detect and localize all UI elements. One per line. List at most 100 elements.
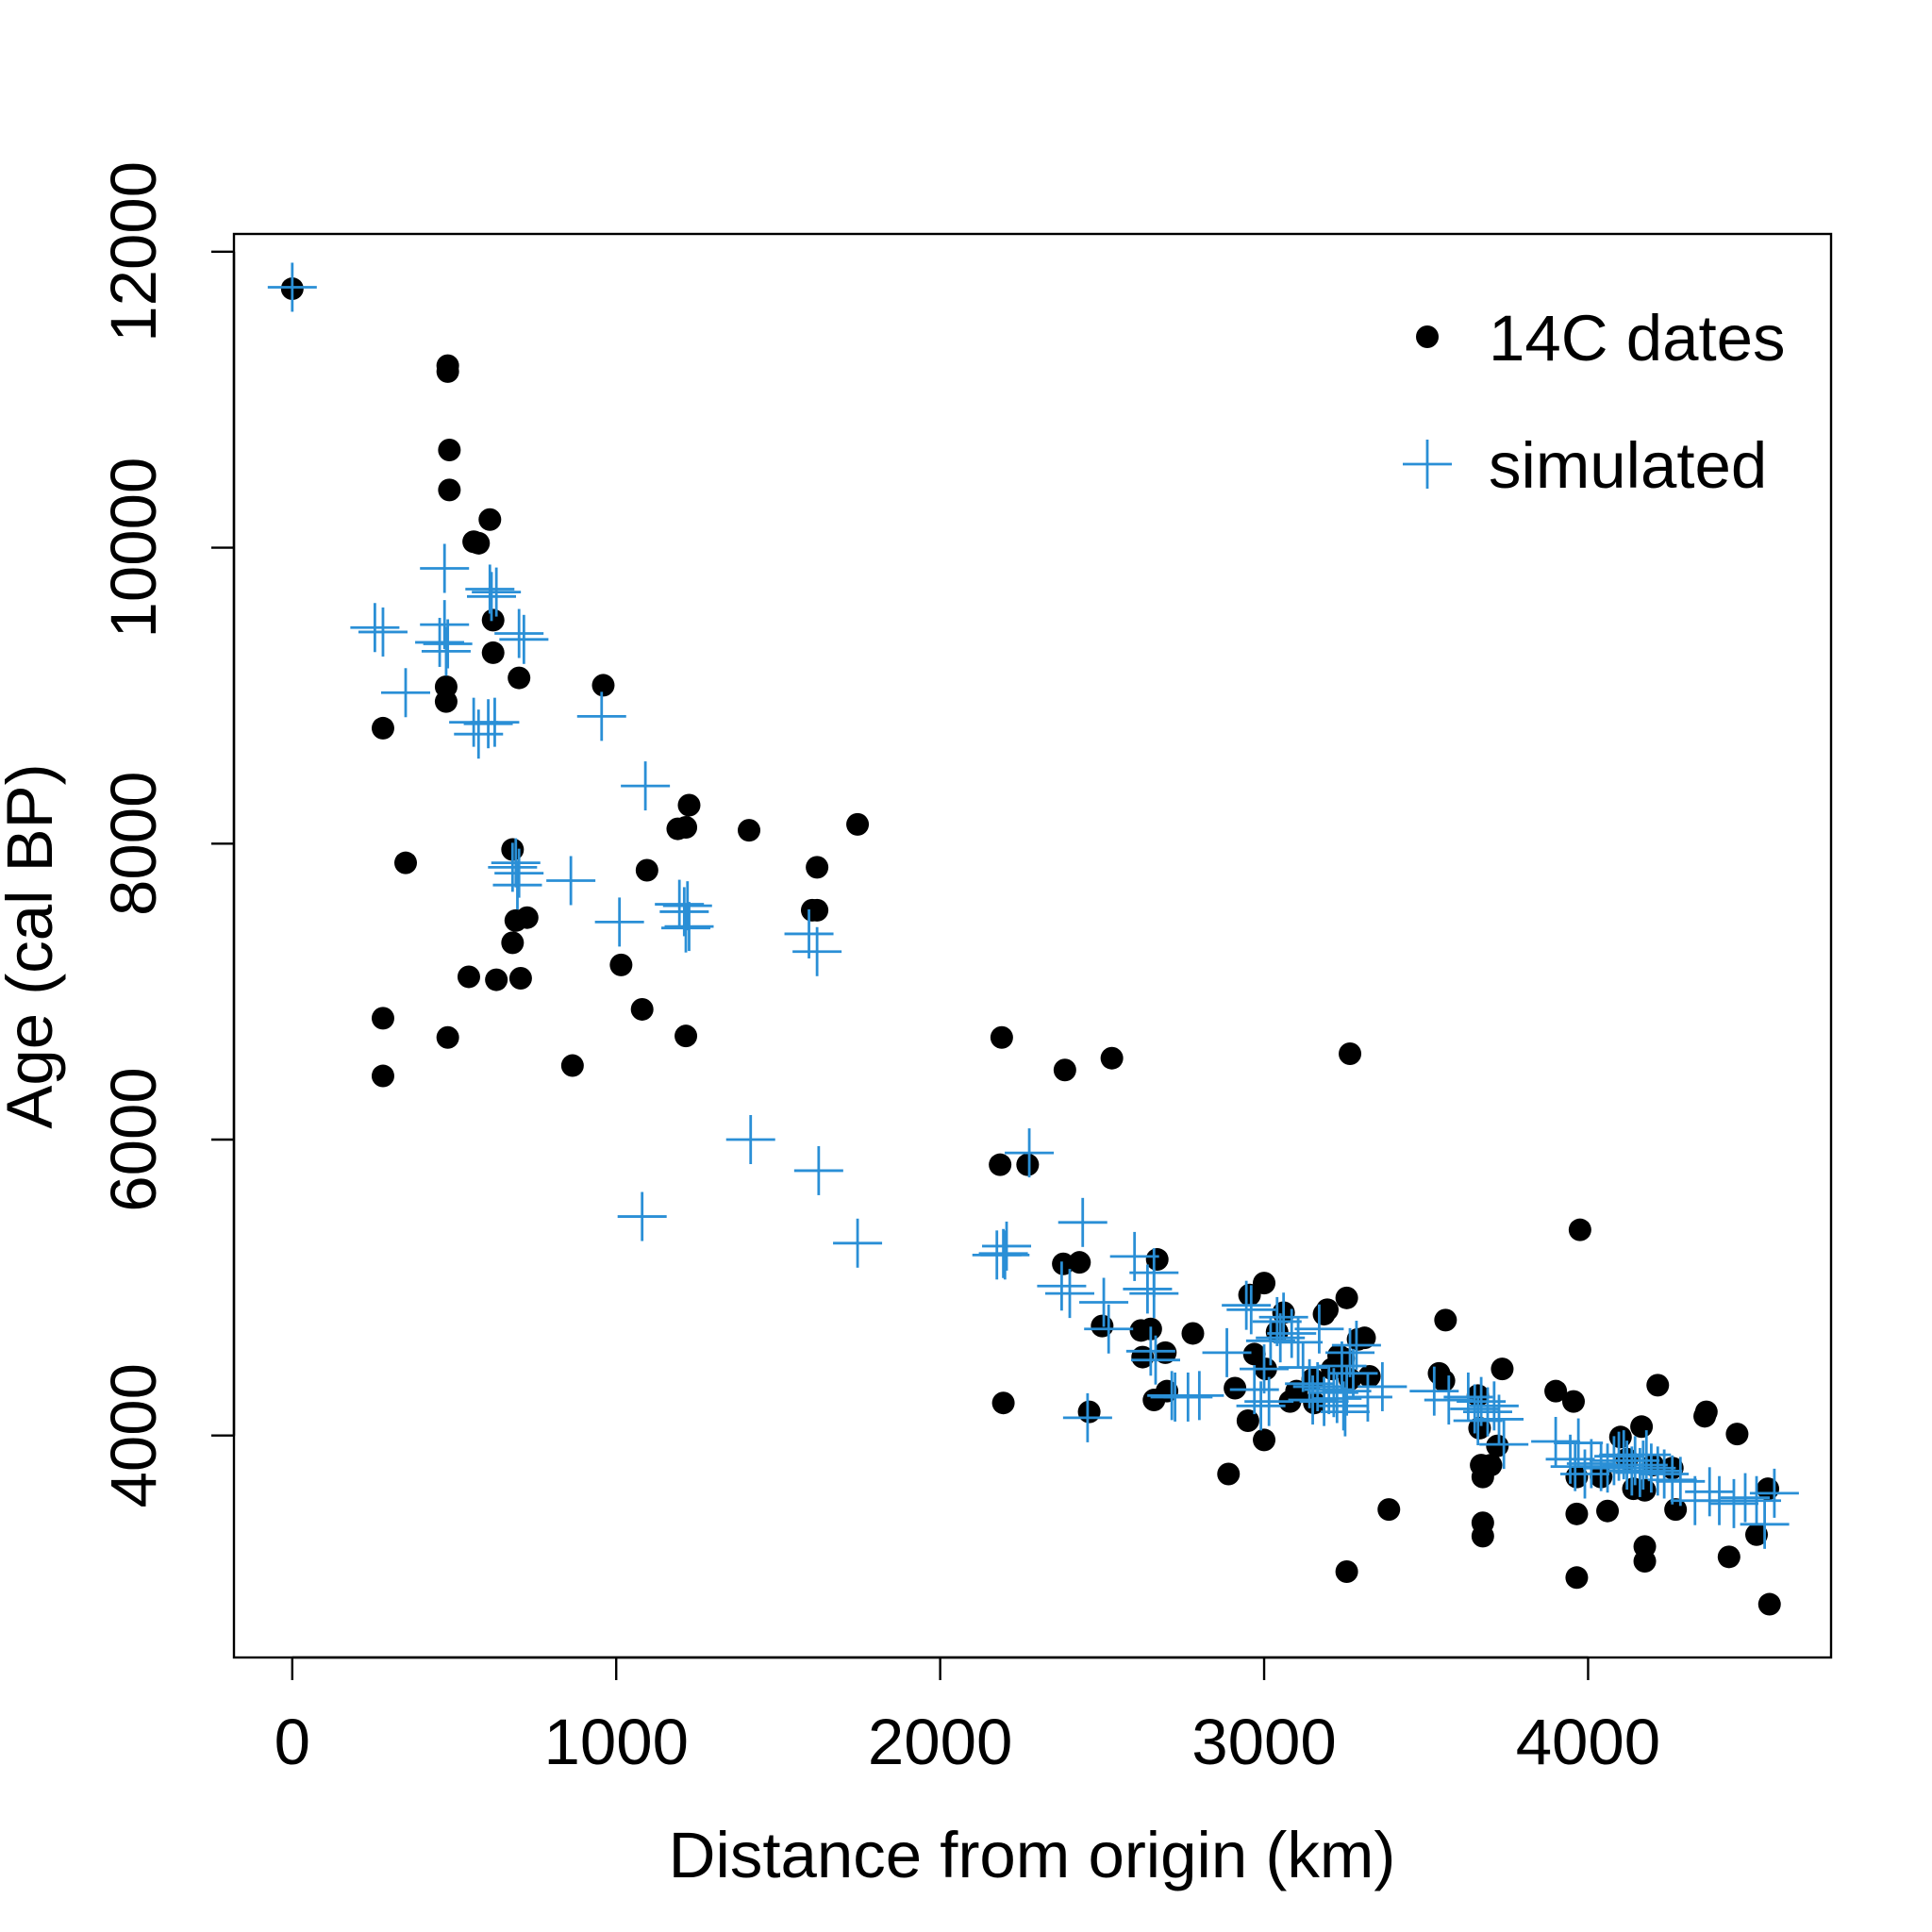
- data-point-14c: [508, 967, 532, 991]
- data-point-simulated: [1320, 1387, 1370, 1437]
- data-point-simulated: [1342, 1372, 1392, 1422]
- data-point-simulated: [621, 761, 671, 811]
- data-point-simulated: [792, 926, 842, 976]
- data-point-14c: [515, 906, 539, 929]
- data-point-simulated: [1222, 1280, 1272, 1330]
- data-point-simulated: [1256, 1313, 1306, 1363]
- data-point-14c: [1568, 1218, 1591, 1241]
- series-simulated: [267, 262, 1799, 1549]
- data-point-14c: [1145, 1248, 1169, 1272]
- data-point-simulated: [1244, 1376, 1294, 1426]
- x-tick-label: 4000: [1516, 1706, 1661, 1778]
- data-point-14c: [1486, 1434, 1509, 1457]
- data-point-simulated: [1202, 1327, 1252, 1377]
- data-point-simulated: [358, 607, 408, 657]
- data-point-simulated: [784, 908, 834, 958]
- data-point-14c: [1565, 1502, 1589, 1525]
- data-point-simulated: [1554, 1418, 1604, 1468]
- data-point-simulated: [494, 608, 544, 658]
- data-point-14c: [1725, 1423, 1749, 1446]
- x-tick-label: 1000: [543, 1706, 689, 1778]
- data-point-simulated: [1312, 1374, 1362, 1424]
- data-point-14c: [591, 674, 615, 697]
- data-point-simulated: [381, 668, 431, 718]
- data-point-simulated: [1299, 1376, 1349, 1426]
- data-point-14c: [675, 1024, 698, 1048]
- data-point-simulated: [1240, 1344, 1290, 1394]
- data-point-simulated: [1708, 1478, 1758, 1528]
- data-point-14c: [438, 478, 461, 502]
- y-axis-label: Age (cal BP): [0, 763, 66, 1128]
- data-point-simulated: [1720, 1473, 1770, 1523]
- data-point-14c: [1217, 1462, 1241, 1486]
- y-tick-label: 4000: [97, 1363, 170, 1508]
- y-tick-label: 8000: [97, 772, 170, 917]
- data-point-14c: [1471, 1524, 1494, 1548]
- data-point-14c: [1053, 1058, 1076, 1082]
- data-point-simulated: [1531, 1416, 1581, 1466]
- data-point-simulated: [662, 881, 712, 931]
- data-point-14c: [677, 793, 701, 817]
- data-point-simulated: [617, 1191, 667, 1241]
- x-tick-label: 3000: [1191, 1706, 1337, 1778]
- data-point-14c: [1236, 1409, 1259, 1433]
- data-point-simulated: [470, 697, 520, 747]
- data-point-simulated: [1618, 1441, 1668, 1491]
- data-point-simulated: [1479, 1420, 1529, 1470]
- data-point-simulated: [546, 856, 596, 906]
- data-point-simulated: [1130, 1335, 1180, 1385]
- data-point-14c: [1745, 1523, 1769, 1546]
- data-point-simulated: [978, 1228, 1028, 1278]
- legend-label-simulated: simulated: [1489, 429, 1767, 502]
- data-point-simulated: [1079, 1277, 1129, 1327]
- data-point-14c: [1077, 1400, 1101, 1424]
- data-point-simulated: [1740, 1499, 1790, 1549]
- data-point-simulated: [1325, 1327, 1375, 1377]
- data-point-simulated: [499, 614, 549, 664]
- data-point-14c: [457, 965, 480, 989]
- data-point-simulated: [1626, 1443, 1676, 1493]
- data-point-simulated: [1457, 1376, 1507, 1426]
- data-point-14c: [1646, 1374, 1670, 1397]
- data-point-simulated: [1469, 1381, 1519, 1431]
- data-point-simulated: [655, 879, 705, 929]
- data-point-simulated: [267, 262, 317, 312]
- legend-label-14c: 14C dates: [1489, 302, 1786, 375]
- data-point-14c: [560, 1054, 584, 1077]
- data-point-14c: [1694, 1400, 1718, 1424]
- data-point-simulated: [463, 699, 513, 749]
- data-point-simulated: [1322, 1366, 1372, 1416]
- x-tick-label: 0: [275, 1706, 310, 1778]
- data-point-simulated: [1226, 1285, 1276, 1335]
- data-point-14c: [1630, 1415, 1654, 1439]
- data-point-simulated: [833, 1218, 883, 1268]
- y-tick-label: 6000: [97, 1067, 170, 1212]
- y-axis: 4000 6000 8000 10000 12000: [97, 161, 236, 1508]
- data-point-simulated: [415, 617, 465, 667]
- data-point-simulated: [1005, 1128, 1055, 1178]
- data-point-simulated: [725, 1114, 775, 1164]
- data-point-14c: [1339, 1042, 1362, 1066]
- data-point-simulated: [1319, 1381, 1369, 1431]
- data-point-14c: [989, 1153, 1012, 1176]
- data-point-14c: [1253, 1428, 1276, 1452]
- data-point-simulated: [1163, 1372, 1213, 1422]
- data-point-14c: [1633, 1478, 1657, 1502]
- data-point-simulated: [1058, 1197, 1108, 1247]
- data-point-14c: [1316, 1298, 1340, 1322]
- data-point-simulated: [421, 626, 471, 676]
- data-point-simulated: [594, 897, 644, 947]
- data-point-14c: [675, 816, 698, 840]
- data-point-14c: [1357, 1364, 1381, 1388]
- series-14c-dates: [280, 277, 1781, 1616]
- data-point-14c: [1479, 1454, 1503, 1477]
- data-point-14c: [1091, 1314, 1114, 1338]
- data-point-simulated: [1308, 1368, 1358, 1418]
- data-point-simulated: [1044, 1269, 1094, 1319]
- data-point-simulated: [350, 603, 400, 653]
- data-point-simulated: [1615, 1447, 1665, 1497]
- data-point-14c: [1181, 1322, 1205, 1345]
- data-point-14c: [635, 858, 658, 882]
- data-point-simulated: [1732, 1475, 1782, 1525]
